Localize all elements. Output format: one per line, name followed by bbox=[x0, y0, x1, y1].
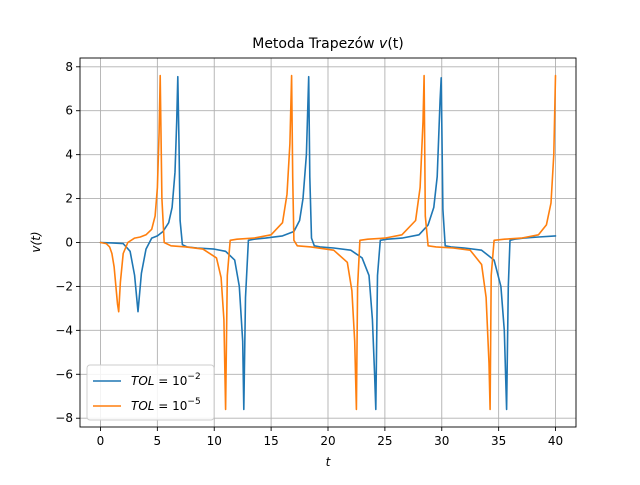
y-tick-label: 0 bbox=[65, 236, 73, 250]
x-tick-label: 35 bbox=[491, 434, 506, 448]
x-tick-label: 10 bbox=[207, 434, 222, 448]
x-axis-label: t bbox=[326, 455, 332, 469]
legend: TOL = 10−2 TOL = 10−5 bbox=[86, 364, 215, 421]
series-line-tol-5 bbox=[99, 74, 557, 411]
y-tick-label: −2 bbox=[55, 279, 73, 293]
legend-label-tol-2: TOL = 10−2 bbox=[131, 372, 201, 388]
y-axis-label: v(t) bbox=[29, 231, 43, 252]
y-tick-label: 6 bbox=[65, 104, 73, 118]
tick-layer: 0 5 10 15 20 25 30 35 40 −8 −6 −4 −2 0 2 4 6 8 bbox=[55, 60, 563, 448]
y-tick-label: −8 bbox=[55, 411, 73, 425]
series-layer bbox=[99, 74, 557, 411]
legend-label-tol-5: TOL = 10−5 bbox=[131, 397, 201, 413]
y-tick-label: −6 bbox=[55, 367, 73, 381]
chart-title: Metoda Trapezów v(t) bbox=[252, 36, 404, 52]
y-tick-label: 2 bbox=[65, 192, 73, 206]
x-tick-label: 30 bbox=[434, 434, 449, 448]
x-tick-label: 25 bbox=[377, 434, 392, 448]
x-tick-label: 40 bbox=[548, 434, 563, 448]
y-tick-label: 8 bbox=[65, 60, 73, 74]
x-tick-label: 15 bbox=[263, 434, 278, 448]
x-tick-label: 20 bbox=[320, 434, 335, 448]
y-tick-label: −4 bbox=[55, 323, 73, 337]
series-line-tol-2 bbox=[99, 75, 557, 411]
y-tick-label: 4 bbox=[65, 148, 73, 162]
x-tick-label: 5 bbox=[154, 434, 162, 448]
x-tick-label: 0 bbox=[97, 434, 105, 448]
